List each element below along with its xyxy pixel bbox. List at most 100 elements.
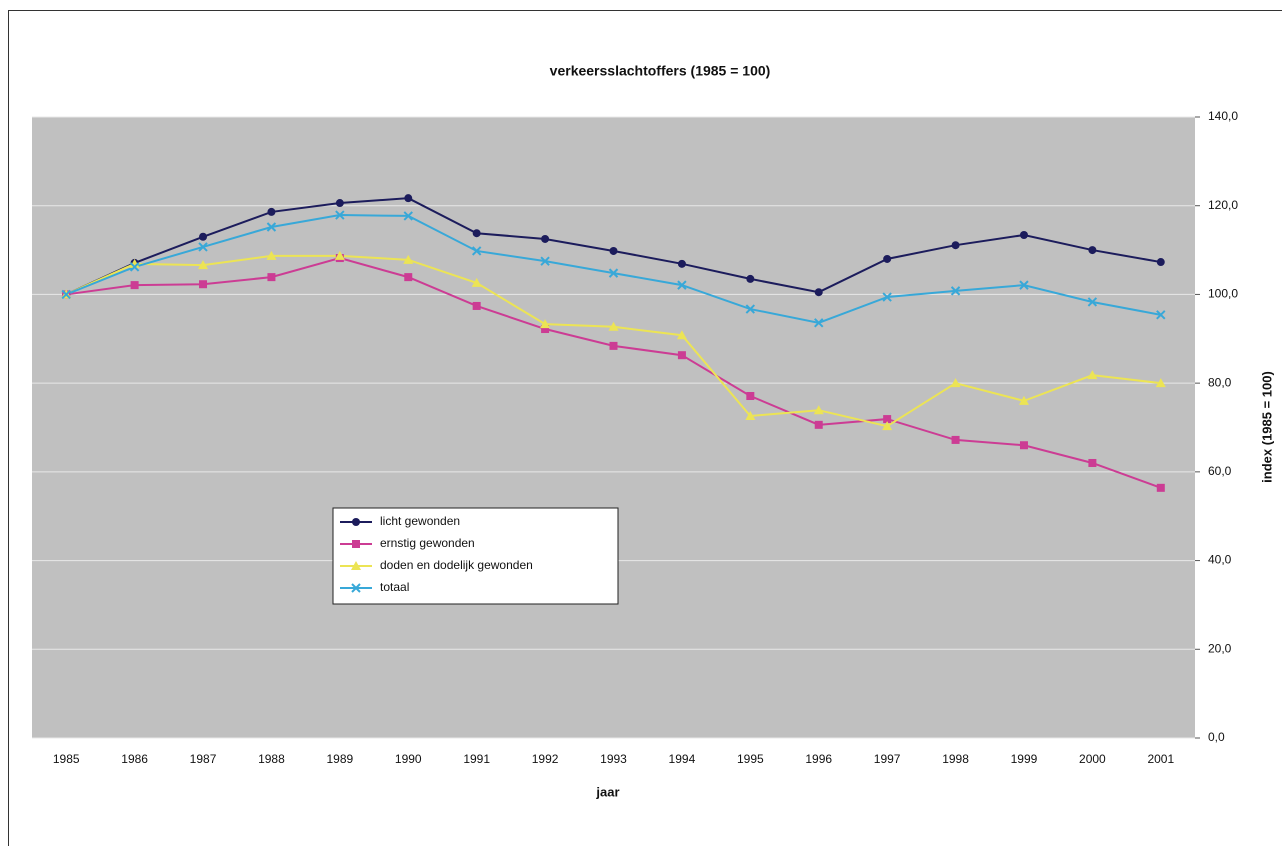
- marker: [334, 250, 345, 260]
- marker: [199, 232, 208, 241]
- y-tick-label: 80,0: [1208, 375, 1232, 389]
- marker: [609, 246, 618, 255]
- marker: [950, 286, 961, 296]
- marker: [351, 561, 361, 570]
- legend-label: ernstig gewonden: [380, 536, 475, 550]
- marker: [335, 210, 345, 220]
- marker: [883, 254, 892, 263]
- y-tick-label: 140,0: [1208, 109, 1238, 123]
- marker: [351, 583, 361, 593]
- x-tick-label: 1989: [327, 752, 354, 766]
- x-axis-title: jaar: [595, 784, 619, 799]
- marker: [403, 254, 414, 264]
- marker: [950, 378, 961, 388]
- marker: [745, 410, 756, 420]
- y-tick-label: 120,0: [1208, 198, 1238, 212]
- marker: [198, 260, 209, 270]
- marker: [1155, 378, 1166, 388]
- x-tick-label: 1986: [121, 752, 148, 766]
- marker: [267, 273, 276, 282]
- marker: [814, 318, 824, 328]
- marker: [472, 301, 481, 310]
- x-tick-label: 1995: [737, 752, 764, 766]
- marker: [1156, 483, 1165, 492]
- marker: [472, 229, 481, 238]
- marker: [404, 194, 413, 203]
- marker: [813, 405, 824, 415]
- x-tick-label: 1998: [942, 752, 969, 766]
- marker: [352, 540, 360, 548]
- marker: [676, 330, 687, 340]
- y-tick-label: 0,0: [1208, 730, 1225, 744]
- x-tick-label: 2000: [1079, 752, 1106, 766]
- legend-label: doden en dodelijk gewonden: [380, 558, 533, 572]
- marker: [266, 250, 277, 260]
- marker: [540, 319, 551, 329]
- y-tick-label: 20,0: [1208, 641, 1232, 655]
- marker: [1019, 280, 1029, 290]
- marker: [745, 304, 756, 314]
- y-axis-title: index (1985 = 100): [1259, 371, 1274, 483]
- x-tick-label: 1990: [395, 752, 422, 766]
- marker: [198, 242, 208, 252]
- marker: [608, 321, 619, 331]
- marker: [1088, 458, 1097, 467]
- x-tick-label: 1999: [1011, 752, 1038, 766]
- marker: [130, 281, 139, 290]
- marker: [1088, 246, 1097, 255]
- marker: [471, 246, 482, 256]
- marker: [951, 241, 960, 250]
- marker: [882, 421, 893, 431]
- x-tick-label: 1993: [600, 752, 627, 766]
- legend-label: licht gewonden: [380, 514, 460, 528]
- marker: [404, 273, 413, 282]
- marker: [609, 341, 618, 350]
- legend-box: [332, 507, 619, 605]
- marker: [746, 274, 755, 283]
- marker: [746, 392, 755, 401]
- marker: [1018, 395, 1029, 405]
- marker: [403, 211, 413, 221]
- x-tick-label: 1992: [532, 752, 559, 766]
- y-tick-label: 40,0: [1208, 553, 1232, 567]
- y-tick-label: 60,0: [1208, 464, 1232, 478]
- marker: [1156, 310, 1166, 320]
- marker: [541, 325, 550, 334]
- marker: [199, 280, 208, 289]
- marker: [471, 277, 482, 287]
- marker: [61, 289, 71, 300]
- marker: [267, 207, 276, 216]
- marker: [951, 435, 960, 444]
- marker: [1156, 258, 1165, 267]
- x-tick-label: 1985: [53, 752, 80, 766]
- chart-title: verkeersslachtoffers (1985 = 100): [550, 63, 771, 79]
- x-tick-label: 1988: [258, 752, 285, 766]
- marker: [335, 199, 344, 208]
- marker: [1087, 297, 1098, 307]
- marker: [882, 292, 892, 302]
- x-tick-label: 1987: [190, 752, 217, 766]
- marker: [677, 351, 686, 360]
- marker: [352, 518, 360, 526]
- x-tick-label: 2001: [1147, 752, 1174, 766]
- marker: [540, 256, 550, 266]
- marker: [129, 262, 140, 272]
- x-tick-label: 1994: [669, 752, 696, 766]
- marker: [677, 280, 687, 290]
- x-tick-label: 1991: [463, 752, 490, 766]
- marker: [541, 234, 550, 243]
- x-tick-label: 1996: [805, 752, 832, 766]
- marker: [1019, 441, 1028, 450]
- y-tick-label: 100,0: [1208, 287, 1238, 301]
- marker: [814, 288, 823, 297]
- marker: [883, 415, 892, 424]
- plot-area: [32, 117, 1195, 738]
- marker: [1087, 370, 1098, 380]
- x-tick-label: 1997: [874, 752, 901, 766]
- marker: [814, 420, 823, 429]
- marker: [266, 222, 277, 232]
- marker: [1019, 230, 1028, 239]
- marker: [608, 268, 619, 278]
- marker: [677, 259, 686, 268]
